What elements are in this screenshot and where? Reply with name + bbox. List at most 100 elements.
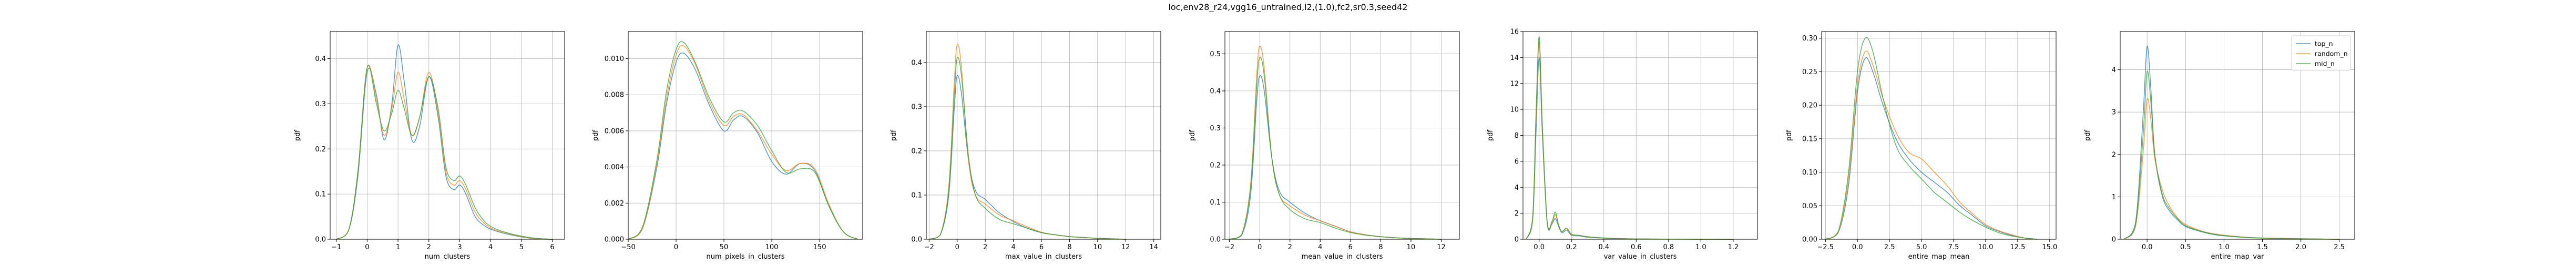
x-tick-label: 1.0 [2219, 243, 2230, 251]
subplot-6: −2.5 0.0 2.5 5.0 7.5 10.0 12.5 15.0 0.00 0.05 0.10… [1785, 31, 2057, 261]
x-axis-label: num_pixels_in_clusters [706, 253, 784, 261]
legend-label-mid_n: mid_n [2315, 60, 2335, 68]
x-axis-label: entire_map_mean [1908, 253, 1970, 261]
y-tick-label: 0.002 [605, 200, 624, 208]
x-tick-label: 0 [955, 243, 959, 251]
x-tick-label: 8 [1378, 243, 1383, 251]
series-line-random_n [1526, 42, 1733, 240]
x-tick-label: 4 [1318, 243, 1322, 251]
x-tick-label: 5.0 [1916, 243, 1927, 251]
figure-title: loc,env28_r24,vgg16_untrained,l2,(1.0),f… [1168, 2, 1408, 12]
y-tick-label: 16 [1510, 28, 1519, 36]
x-tick-label: 6 [1348, 243, 1353, 251]
x-axis-label: max_value_in_clusters [1005, 253, 1082, 261]
legend-box [2291, 35, 2351, 71]
x-tick-label: 0.4 [1598, 243, 1609, 251]
axes-frame [330, 31, 565, 240]
subplot-5: 0.0 0.2 0.4 0.6 0.8 1.0 1.2 0 2 4 6 8 10 12 14 16 var_va… [1487, 28, 1758, 261]
y-tick-label: 0.20 [1802, 102, 1817, 110]
y-tick-label: 1 [2112, 193, 2116, 201]
x-tick-label: 12.5 [2010, 243, 2025, 251]
x-tick-label: −50 [621, 243, 635, 251]
y-tick-label: 0.0 [315, 236, 326, 244]
x-tick-label: 1.0 [1695, 243, 1706, 251]
x-tick-label: 0.0 [1534, 243, 1545, 251]
x-tick-label: 1.5 [2257, 243, 2268, 251]
x-tick-label: 5 [519, 243, 524, 251]
x-tick-label: 10 [1093, 243, 1102, 251]
y-tick-label: 0.1 [911, 191, 922, 199]
y-tick-label: 0.0 [1210, 236, 1221, 244]
axes-frame [1821, 31, 2057, 240]
subplot-7: 0.0 0.5 1.0 1.5 2.0 2.5 0 1 2 3 4 entire_map_var pdf… [2084, 31, 2355, 261]
x-tick-label: 100 [765, 243, 779, 251]
y-tick-label: 0.3 [1210, 125, 1221, 132]
y-tick-label: 0.5 [1210, 50, 1221, 58]
x-tick-label: 4 [1011, 243, 1015, 251]
legend-label-top_n: top_n [2315, 40, 2333, 48]
x-tick-label: 0.5 [2180, 243, 2191, 251]
x-tick-label: 2 [983, 243, 987, 251]
subplot-2: −50 0 50 100 150 0.000 0.002 0.004 0.006 0.008 0.0… [592, 31, 863, 261]
series-line-random_n [628, 45, 858, 240]
legend-label-random_n: random_n [2315, 50, 2348, 58]
x-tick-label: −2 [924, 243, 934, 251]
x-tick-label: −1 [331, 243, 341, 251]
x-tick-label: 8 [1067, 243, 1071, 251]
axes-frame [628, 31, 863, 240]
x-tick-label: −2.5 [1817, 243, 1834, 251]
y-tick-label: 10 [1510, 106, 1519, 114]
x-axis-label: num_clusters [425, 253, 471, 261]
series-line-top_n [628, 52, 858, 240]
axes-frame [926, 31, 1161, 240]
x-tick-label: 10 [1407, 243, 1416, 251]
y-tick-label: 0.30 [1802, 35, 1817, 43]
y-tick-label: 0.2 [911, 147, 922, 155]
x-tick-label: −2 [1224, 243, 1234, 251]
y-tick-label: 6 [1515, 158, 1519, 166]
x-tick-label: 1 [396, 243, 400, 251]
subplot-1: −1 0 1 2 3 4 5 6 0.0 0.1 0.2 0.3 0.4 num_clusters pdf [294, 31, 565, 261]
x-tick-label: 4 [488, 243, 493, 251]
y-axis-label: pdf [592, 130, 600, 141]
y-tick-label: 4 [2112, 66, 2116, 74]
x-tick-label: 12 [1437, 243, 1446, 251]
series-line-top_n [929, 75, 1126, 240]
x-tick-label: 0 [1258, 243, 1262, 251]
series-line-top_n [1229, 75, 1442, 240]
y-tick-label: 0.4 [1210, 87, 1221, 95]
subplot-4: −2 0 2 4 6 8 10 12 0.0 0.1 0.2 0.3 0.4 0.5 mean_value_… [1189, 31, 1460, 261]
y-tick-label: 14 [1510, 54, 1519, 62]
x-tick-label: 50 [720, 243, 729, 251]
x-tick-label: 0.8 [1663, 243, 1674, 251]
series-line-mid_n [336, 65, 553, 240]
y-axis-label: pdf [890, 130, 898, 141]
y-tick-label: 0.2 [1210, 161, 1221, 169]
x-axis-label: var_value_in_clusters [1604, 253, 1677, 261]
x-tick-label: 150 [813, 243, 826, 251]
y-tick-label: 0.0 [911, 236, 922, 244]
x-tick-label: 10.0 [1978, 243, 1993, 251]
y-tick-label: 0.4 [315, 55, 326, 63]
series-line-random_n [929, 44, 1126, 240]
x-axis-label: entire_map_var [2211, 253, 2265, 261]
x-tick-label: 0.0 [2142, 243, 2153, 251]
x-tick-label: 6 [550, 243, 554, 251]
y-tick-label: 0.1 [315, 191, 326, 199]
y-tick-label: 0.006 [605, 127, 624, 135]
series-line-random_n [1229, 46, 1442, 240]
y-tick-label: 2 [2112, 151, 2116, 159]
y-tick-label: 12 [1510, 80, 1519, 88]
legend: top_n random_n mid_n [2291, 35, 2351, 71]
axes-frame [2120, 31, 2355, 240]
x-tick-label: 7.5 [1948, 243, 1959, 251]
y-tick-label: 0.3 [315, 100, 326, 108]
y-tick-label: 0.3 [911, 103, 922, 111]
y-axis-label: pdf [2084, 130, 2092, 141]
subplot-3: −2 0 2 4 6 8 10 12 14 0.0 0.1 0.2 0.3 0.4 max_value_in… [890, 31, 1161, 261]
series-line-top_n [1526, 57, 1733, 240]
y-tick-label: 0.10 [1802, 169, 1817, 177]
x-tick-label: 12 [1121, 243, 1130, 251]
series-line-mid_n [1526, 36, 1733, 240]
